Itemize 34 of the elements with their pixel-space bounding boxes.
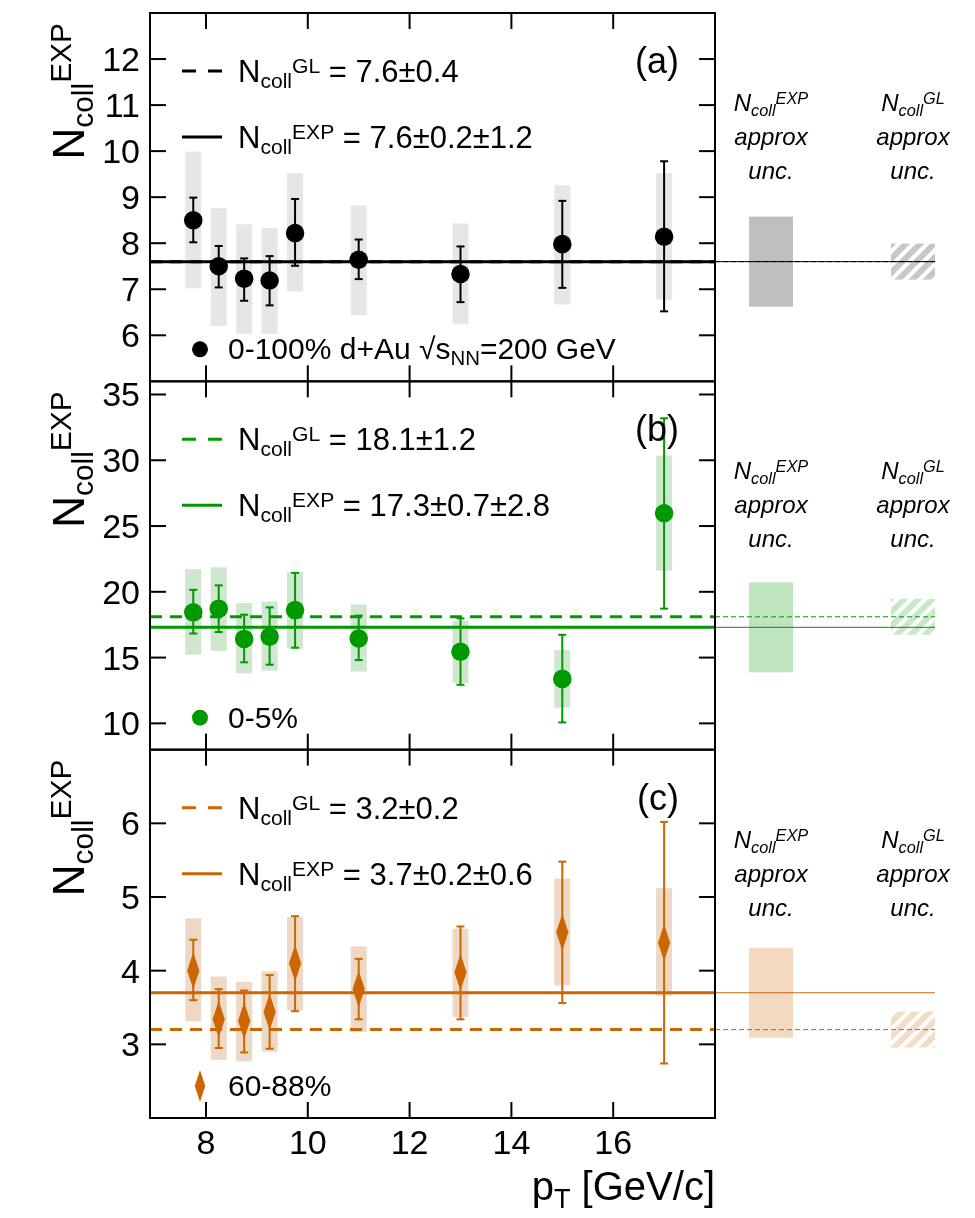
y-tick-label: 10 bbox=[102, 132, 140, 171]
x-axis-title: p$_{T}$ [GeV/c] bbox=[531, 1164, 715, 1215]
y-tick-label: 11 bbox=[104, 86, 140, 125]
y-tick-label: 9 bbox=[121, 178, 140, 217]
y-tick-label: 12 bbox=[102, 40, 140, 79]
legend-label: N$_{coll}$$^{EXP}$ = 7.6±0.2±1.2 bbox=[238, 119, 533, 159]
text: (c) bbox=[637, 776, 679, 818]
y-tick-label: 25 bbox=[102, 507, 140, 546]
legend-label: N$_{coll}$$^{GL}$ = 7.6±0.4 bbox=[238, 53, 459, 93]
y-tick-label: 4 bbox=[121, 951, 140, 990]
y-tick-label: 20 bbox=[102, 572, 140, 611]
legend-label: 0-100% d+Au √s$_{NN}$=200 GeV bbox=[228, 332, 616, 370]
x-tick-label: 8 bbox=[196, 1123, 216, 1161]
y-tick-label: 30 bbox=[102, 441, 140, 480]
x-tick-label: 14 bbox=[492, 1123, 531, 1161]
text: (a) bbox=[635, 40, 679, 81]
legend-label: 0-5% bbox=[228, 700, 299, 734]
y-tick-label: 35 bbox=[102, 375, 140, 414]
y-tick-label: 6 bbox=[121, 316, 140, 355]
legend-label: 60-88% bbox=[228, 1069, 332, 1102]
y-tick-label: 6 bbox=[121, 804, 140, 843]
legend-label: N$_{coll}$$^{EXP}$ = 17.3±0.7±2.8 bbox=[238, 487, 551, 527]
y-tick-label: 8 bbox=[121, 224, 140, 263]
y-tick-label: 5 bbox=[121, 878, 140, 916]
legend-label: N$_{coll}$$^{GL}$ = 3.2±0.2 bbox=[238, 790, 459, 829]
y-tick-label: 15 bbox=[102, 638, 140, 677]
y-tick-label: 10 bbox=[102, 704, 140, 743]
x-tick-label: 10 bbox=[288, 1123, 327, 1161]
x-tick-label: 12 bbox=[390, 1123, 429, 1161]
legend-label: N$_{coll}$$^{EXP}$ = 3.7±0.2±0.6 bbox=[238, 856, 533, 895]
y-tick-label: 7 bbox=[121, 270, 140, 309]
x-tick-label: 16 bbox=[594, 1123, 633, 1161]
legend-label: N$_{coll}$$^{GL}$ = 18.1±1.2 bbox=[238, 421, 476, 461]
y-tick-label: 3 bbox=[121, 1025, 140, 1064]
